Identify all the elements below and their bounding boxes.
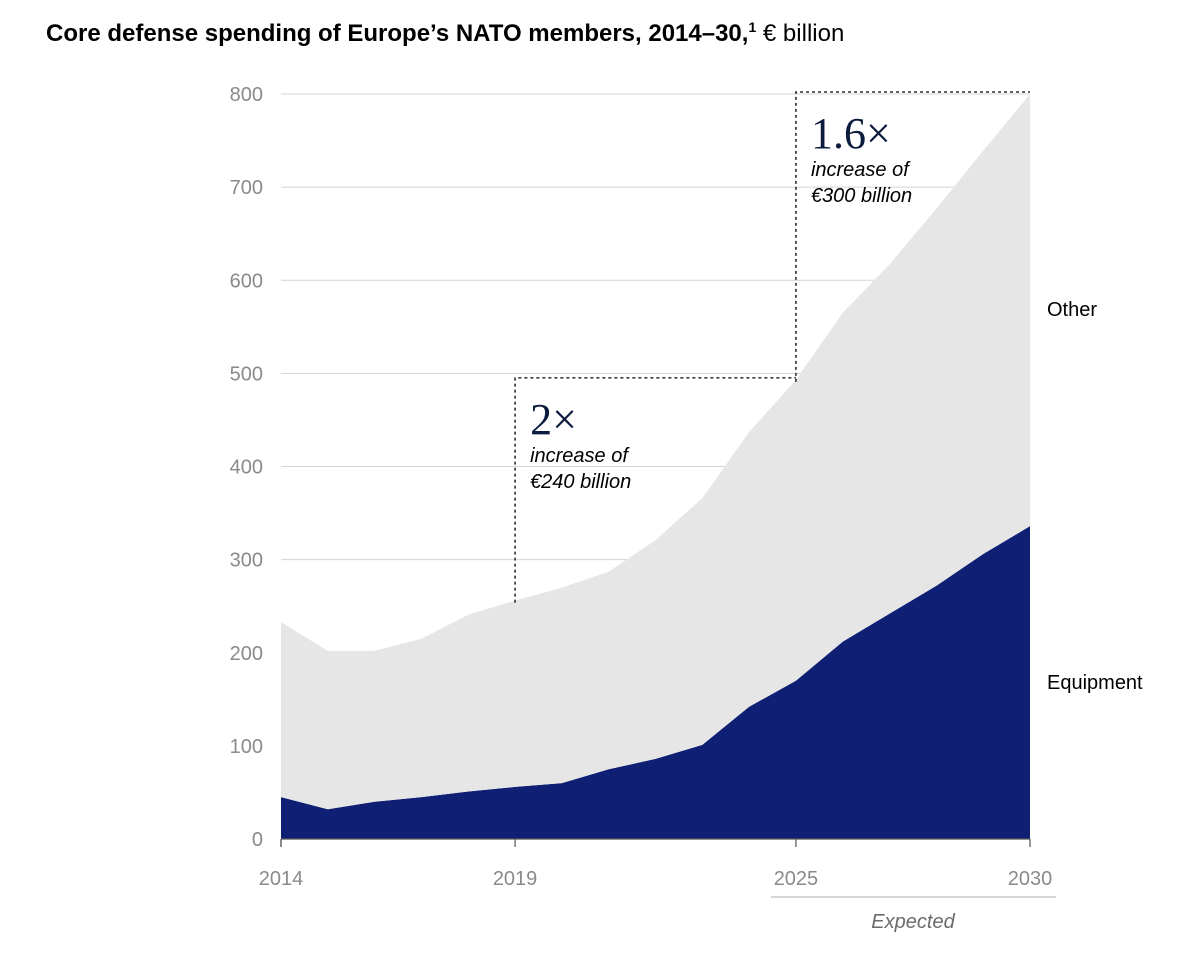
series-labels: Equipment Other (1047, 299, 1143, 694)
x-tick-label-2019: 2019 (493, 868, 538, 890)
chart-title: Core defense spending of Europe’s NATO m… (46, 20, 844, 48)
x-tick-label-2025: 2025 (774, 868, 819, 890)
annotation-multiplier-1: 2× (530, 395, 577, 444)
axes (280, 838, 1030, 847)
annotation-multiplier-2: 1.6× (811, 109, 891, 158)
x-tick-label-2030: 2030 (1008, 868, 1053, 890)
area-equipment (281, 526, 1030, 839)
chart-title-main: Core defense spending of Europe’s NATO m… (46, 20, 749, 47)
annotation-line2-2: €300 billion (811, 185, 912, 207)
title-footnote-marker: 1 (748, 19, 757, 35)
annotation-bracket-2 (795, 91, 1030, 382)
x-axis-ticks: 2014 2019 2025 2030 (259, 839, 1053, 890)
area-other (281, 94, 1030, 810)
annotation-line1-1: increase of (530, 445, 630, 467)
y-tick-label-800: 800 (230, 84, 263, 106)
y-tick-label-300: 300 (230, 550, 263, 572)
y-tick-label-700: 700 (230, 177, 263, 199)
expected-label: Expected (871, 911, 955, 933)
y-tick-label-600: 600 (230, 270, 263, 292)
area-series (281, 94, 1030, 839)
y-tick-label-200: 200 (230, 643, 263, 665)
y-tick-label-400: 400 (230, 457, 263, 479)
series-label-other: Other (1047, 299, 1097, 321)
y-tick-label-500: 500 (230, 363, 263, 385)
annotation-bracket-1 (514, 377, 796, 603)
series-label-equipment: Equipment (1047, 672, 1143, 694)
x-tick-label-2014: 2014 (259, 868, 304, 890)
annotation-line1-2: increase of (811, 159, 911, 181)
expected-period: Expected (770, 896, 1056, 933)
y-tick-label-0: 0 (252, 829, 263, 851)
chart-title-unit: € billion (756, 20, 845, 47)
y-tick-label-100: 100 (230, 736, 263, 758)
annotation-line2-1: €240 billion (530, 471, 631, 493)
y-axis-ticks: 0 100 200 300 400 500 600 700 800 (230, 84, 263, 851)
